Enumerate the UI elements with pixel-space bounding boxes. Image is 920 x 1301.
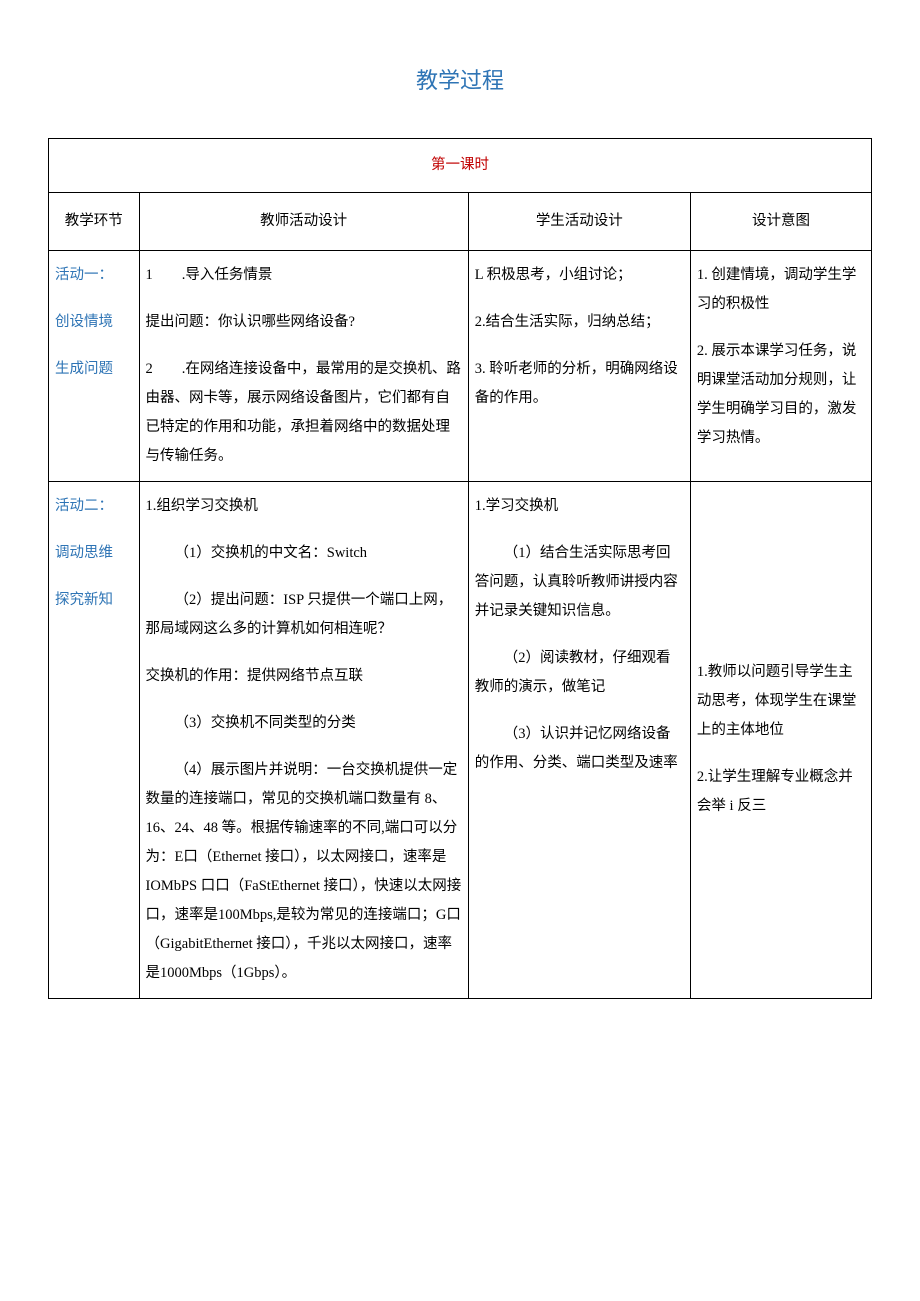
phase-line: 活动一：	[55, 261, 133, 290]
phase-line: 创设情境	[55, 308, 133, 337]
student-p: （3）认识并记忆网络设备的作用、分类、端口类型及速率	[475, 720, 684, 778]
phase-cell: 活动一： 创设情境 生成问题	[49, 250, 140, 481]
page-title: 教学过程	[48, 60, 872, 102]
teacher-p: （3）交换机不同类型的分类	[146, 709, 462, 738]
student-p: 2.结合生活实际，归纳总结；	[475, 308, 684, 337]
student-p: L 积极思考，小组讨论；	[475, 261, 684, 290]
student-p: （2）阅读教材，仔细观看教师的演示，做笔记	[475, 644, 684, 702]
table-row: 活动一： 创设情境 生成问题 1 .导入任务情景 提出问题：你认识哪些网络设备?…	[49, 250, 872, 481]
lesson-table: 第一课时 教学环节 教师活动设计 学生活动设计 设计意图 活动一： 创设情境 生…	[48, 138, 872, 999]
student-p: 3. 聆听老师的分析，明确网络设备的作用。	[475, 355, 684, 413]
teacher-p: （1）交换机的中文名：Switch	[146, 539, 462, 568]
intent-cell: 1.教师以问题引导学生主动思考，体现学生在课堂上的主体地位 2.让学生理解专业概…	[690, 481, 871, 998]
table-caption: 第一课时	[49, 138, 872, 192]
teacher-p: 1 .导入任务情景	[146, 261, 462, 290]
header-col1: 教学环节	[49, 192, 140, 250]
phase-line: 生成问题	[55, 355, 133, 384]
table-caption-row: 第一课时	[49, 138, 872, 192]
teacher-cell: 1 .导入任务情景 提出问题：你认识哪些网络设备? 2 .在网络连接设备中，最常…	[139, 250, 468, 481]
header-col2: 教师活动设计	[139, 192, 468, 250]
phase-line: 探究新知	[55, 586, 133, 615]
teacher-p: 2 .在网络连接设备中，最常用的是交换机、路由器、网卡等，展示网络设备图片，它们…	[146, 355, 462, 471]
student-cell: 1.学习交换机 （1）结合生活实际思考回答问题，认真聆听教师讲授内容并记录关键知…	[468, 481, 690, 998]
header-col3: 学生活动设计	[468, 192, 690, 250]
teacher-p: （2）提出问题：ISP 只提供一个端口上网，那局域网这么多的计算机如何相连呢？	[146, 586, 462, 644]
header-col4: 设计意图	[690, 192, 871, 250]
table-header-row: 教学环节 教师活动设计 学生活动设计 设计意图	[49, 192, 872, 250]
intent-p: 2.让学生理解专业概念并会举 i 反三	[697, 763, 865, 821]
student-p: 1.学习交换机	[475, 492, 684, 521]
intent-p: 1. 创建情境，调动学生学习的积极性	[697, 261, 865, 319]
teacher-cell: 1.组织学习交换机 （1）交换机的中文名：Switch （2）提出问题：ISP …	[139, 481, 468, 998]
intent-cell: 1. 创建情境，调动学生学习的积极性 2. 展示本课学习任务，说明课堂活动加分规…	[690, 250, 871, 481]
teacher-p: （4）展示图片并说明：一台交换机提供一定数量的连接端口，常见的交换机端口数量有 …	[146, 756, 462, 988]
phase-line: 调动思维	[55, 539, 133, 568]
phase-cell: 活动二： 调动思维 探究新知	[49, 481, 140, 998]
intent-p: 2. 展示本课学习任务，说明课堂活动加分规则，让学生明确学习目的，激发学习热情。	[697, 337, 865, 453]
student-p: （1）结合生活实际思考回答问题，认真聆听教师讲授内容并记录关键知识信息。	[475, 539, 684, 626]
student-cell: L 积极思考，小组讨论； 2.结合生活实际，归纳总结； 3. 聆听老师的分析，明…	[468, 250, 690, 481]
table-row: 活动二： 调动思维 探究新知 1.组织学习交换机 （1）交换机的中文名：Swit…	[49, 481, 872, 998]
phase-line: 活动二：	[55, 492, 133, 521]
teacher-p: 1.组织学习交换机	[146, 492, 462, 521]
teacher-p: 提出问题：你认识哪些网络设备?	[146, 308, 462, 337]
intent-p: 1.教师以问题引导学生主动思考，体现学生在课堂上的主体地位	[697, 658, 865, 745]
teacher-p: 交换机的作用：提供网络节点互联	[146, 662, 462, 691]
